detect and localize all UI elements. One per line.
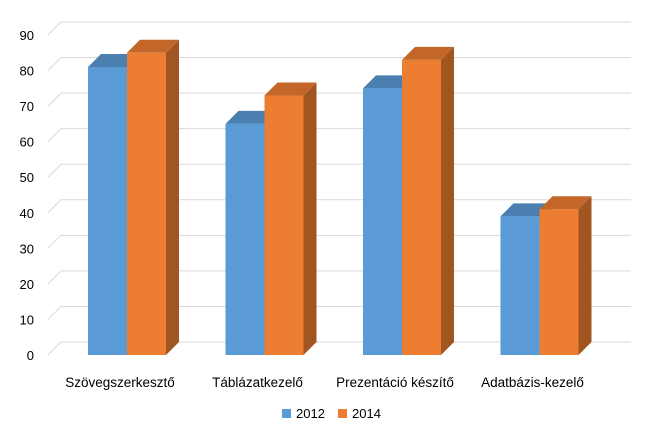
y-tick-label: 90 [20,28,34,43]
bar-front-face [264,95,304,355]
bar-front-face [402,59,441,356]
bar-top-face [402,46,454,60]
legend-label-2012: 2012 [296,406,325,421]
bar-front-face [127,52,166,356]
x-category-label: Adatbázis-kezelő [481,375,584,390]
y-tick-label: 60 [20,135,34,150]
bar-2014-2 [402,46,454,356]
bar-2014-3 [539,196,592,355]
bar-top-face [127,39,179,53]
y-tick-label: 70 [20,99,34,114]
legend: 2012 2014 [282,406,381,421]
bar-top-face [539,196,592,210]
legend-label-2014: 2014 [352,406,381,421]
x-axis-category-labels: Szövegszerkesztő Táblázatkezelő Prezentáci… [65,375,584,390]
legend-swatch-2012 [282,409,291,418]
x-category-label: Táblázatkezelő [212,375,303,390]
y-tick-label: 30 [20,241,34,256]
gridline [47,21,631,36]
bar-side-face [578,196,592,355]
x-category-label: Prezentáció készítő [336,375,454,390]
bar-front-face [539,209,579,355]
bar-2014-1 [264,82,317,355]
y-tick-label: 10 [20,312,34,327]
bar-front-face [88,67,127,355]
bar-front-face [363,88,402,355]
y-tick-label: 40 [20,206,34,221]
y-tick-label: 0 [27,348,34,363]
bar-front-face [500,216,540,355]
legend-swatch-2014 [338,409,347,418]
bar-top-face [264,82,317,96]
y-axis-tick-labels: 0 10 20 30 40 50 60 70 80 90 [20,28,34,363]
bar-side-face [303,82,317,355]
bar-side-face [166,39,179,356]
y-tick-label: 20 [20,277,34,292]
x-category-label: Szövegszerkesztő [65,375,175,390]
bar-side-face [441,46,454,356]
gridlines [47,21,631,356]
y-tick-label: 50 [20,170,34,185]
bar-front-face [225,123,265,355]
bar-2014-0 [127,39,179,356]
y-tick-label: 80 [20,64,34,79]
bars [88,39,592,356]
